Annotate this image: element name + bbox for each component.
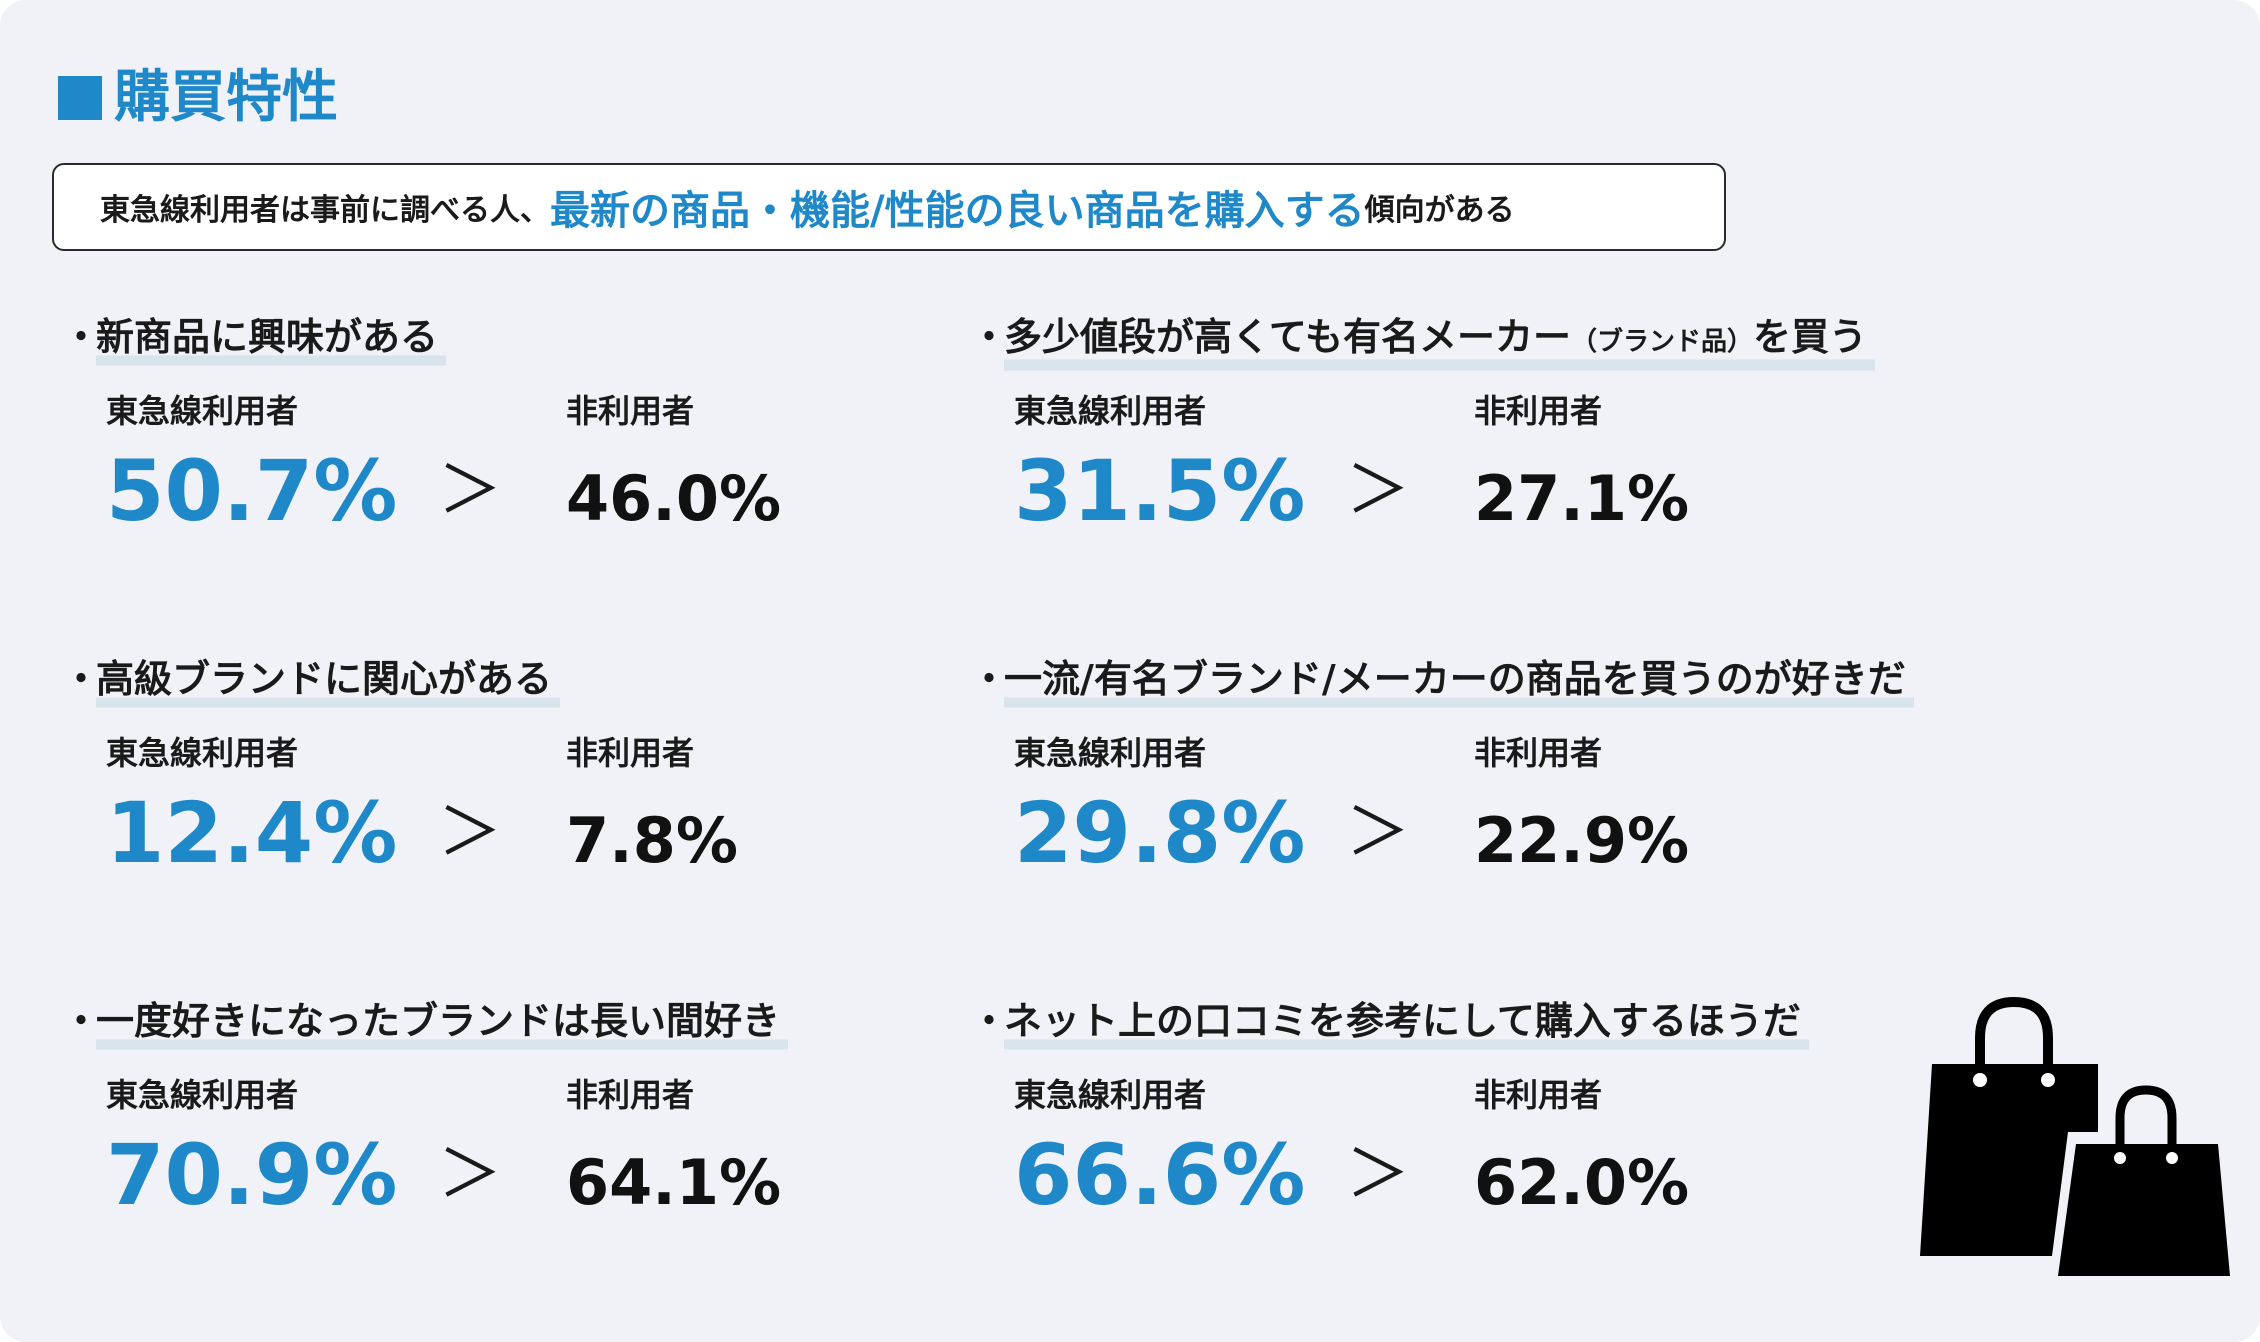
- small-bag-body: [2058, 1144, 2230, 1276]
- user-value: 50.7%: [106, 442, 398, 540]
- nonuser-value: 46.0%: [566, 462, 782, 535]
- nonuser-label: 非利用者: [566, 1076, 695, 1114]
- summary-highlight: 最新の商品・機能/性能の良い商品を購入する: [550, 188, 1365, 234]
- stat-card-online-reviews: ・ネット上の口コミを参考にして購入するほうだ 東急線利用者 非利用者 66.6%…: [970, 990, 1930, 1290]
- stat-heading-tail: を買う: [1752, 315, 1867, 359]
- stat-card-luxury-brand: ・高級ブランドに関心がある 東急線利用者 非利用者 12.4% ＞ 7.8%: [62, 648, 1022, 948]
- section-title-text: 購買特性: [114, 65, 338, 130]
- large-bag-handle: [1975, 996, 2053, 1064]
- stat-heading-text: 新商品に興味がある: [96, 306, 447, 368]
- stat-heading: ・一流/有名ブランド/メーカーの商品を買うのが好きだ: [970, 648, 1914, 710]
- bullet: ・: [970, 657, 1009, 701]
- bullet: ・: [62, 999, 101, 1043]
- nonuser-label: 非利用者: [566, 734, 695, 772]
- user-label: 東急線利用者: [1014, 734, 1207, 772]
- stat-heading: ・新商品に興味がある: [62, 306, 447, 368]
- greater-than-symbol: ＞: [438, 1138, 502, 1212]
- summary-prefix: 東急線利用者は事前に調べる人、: [100, 193, 550, 228]
- greater-than-symbol: ＞: [1346, 796, 1410, 870]
- stat-card-brand-loyalty: ・一度好きになったブランドは長い間好き 東急線利用者 非利用者 70.9% ＞ …: [62, 990, 1022, 1290]
- user-label: 東急線利用者: [1014, 1076, 1207, 1114]
- nonuser-value: 7.8%: [566, 804, 738, 877]
- user-label: 東急線利用者: [1014, 392, 1207, 430]
- stat-heading: ・ネット上の口コミを参考にして購入するほうだ: [970, 990, 1809, 1052]
- user-value: 70.9%: [106, 1126, 398, 1224]
- nonuser-label: 非利用者: [1474, 1076, 1603, 1114]
- bullet: ・: [62, 657, 101, 701]
- nonuser-label: 非利用者: [1474, 392, 1603, 430]
- bullet: ・: [970, 999, 1009, 1043]
- large-bag-body: [1920, 1064, 2098, 1256]
- nonuser-value: 62.0%: [1474, 1146, 1690, 1219]
- user-label: 東急線利用者: [106, 392, 299, 430]
- greater-than-symbol: ＞: [1346, 1138, 1410, 1212]
- stat-heading-main: 多少値段が高くても有名メーカー: [1004, 315, 1571, 359]
- large-bag-hole-right: [2041, 1073, 2055, 1087]
- small-bag-hole-right: [2166, 1152, 2178, 1164]
- stat-heading: ・高級ブランドに関心がある: [62, 648, 561, 710]
- user-value: 29.8%: [1014, 784, 1306, 882]
- nonuser-label: 非利用者: [566, 392, 695, 430]
- stat-heading: ・一度好きになったブランドは長い間好き: [62, 990, 789, 1052]
- stat-heading-small: （ブランド品）: [1570, 327, 1753, 357]
- bullet: ・: [62, 315, 101, 359]
- stat-heading-text: ネット上の口コミを参考にして購入するほうだ: [1004, 990, 1809, 1052]
- bullet: ・: [970, 315, 1009, 359]
- stat-heading-text: 高級ブランドに関心がある: [96, 648, 561, 710]
- nonuser-value: 64.1%: [566, 1146, 782, 1219]
- nonuser-value: 22.9%: [1474, 804, 1690, 877]
- stat-heading: ・多少値段が高くても有名メーカー（ブランド品）を買う: [970, 306, 1875, 373]
- greater-than-symbol: ＞: [438, 454, 502, 528]
- stat-heading-text: 多少値段が高くても有名メーカー（ブランド品）を買う: [1004, 306, 1875, 373]
- user-value: 31.5%: [1014, 442, 1306, 540]
- greater-than-symbol: ＞: [1346, 454, 1410, 528]
- title-square-icon: [58, 76, 102, 120]
- section-title: 購買特性: [58, 60, 338, 136]
- stat-card-top-brand: ・一流/有名ブランド/メーカーの商品を買うのが好きだ 東急線利用者 非利用者 2…: [970, 648, 1930, 948]
- nonuser-value: 27.1%: [1474, 462, 1690, 535]
- user-label: 東急線利用者: [106, 1076, 299, 1114]
- stat-heading-text: 一度好きになったブランドは長い間好き: [96, 990, 789, 1052]
- stat-card-famous-maker: ・多少値段が高くても有名メーカー（ブランド品）を買う 東急線利用者 非利用者 3…: [970, 306, 1930, 606]
- nonuser-label: 非利用者: [1474, 734, 1603, 772]
- user-label: 東急線利用者: [106, 734, 299, 772]
- shopping-bags-icon: [1920, 996, 2230, 1276]
- stat-heading-text: 一流/有名ブランド/メーカーの商品を買うのが好きだ: [1004, 648, 1914, 710]
- user-value: 12.4%: [106, 784, 398, 882]
- small-bag-handle: [2115, 1085, 2177, 1146]
- large-bag-hole-left: [1973, 1073, 1987, 1087]
- summary-suffix: 傾向がある: [1364, 193, 1515, 228]
- user-value: 66.6%: [1014, 1126, 1306, 1224]
- stat-card-new-products: ・新商品に興味がある 東急線利用者 非利用者 50.7% ＞ 46.0%: [62, 306, 1022, 606]
- small-bag-hole-left: [2114, 1152, 2126, 1164]
- greater-than-symbol: ＞: [438, 796, 502, 870]
- summary-box: 東急線利用者は事前に調べる人、 最新の商品・機能/性能の良い商品を購入する 傾向…: [52, 163, 1726, 251]
